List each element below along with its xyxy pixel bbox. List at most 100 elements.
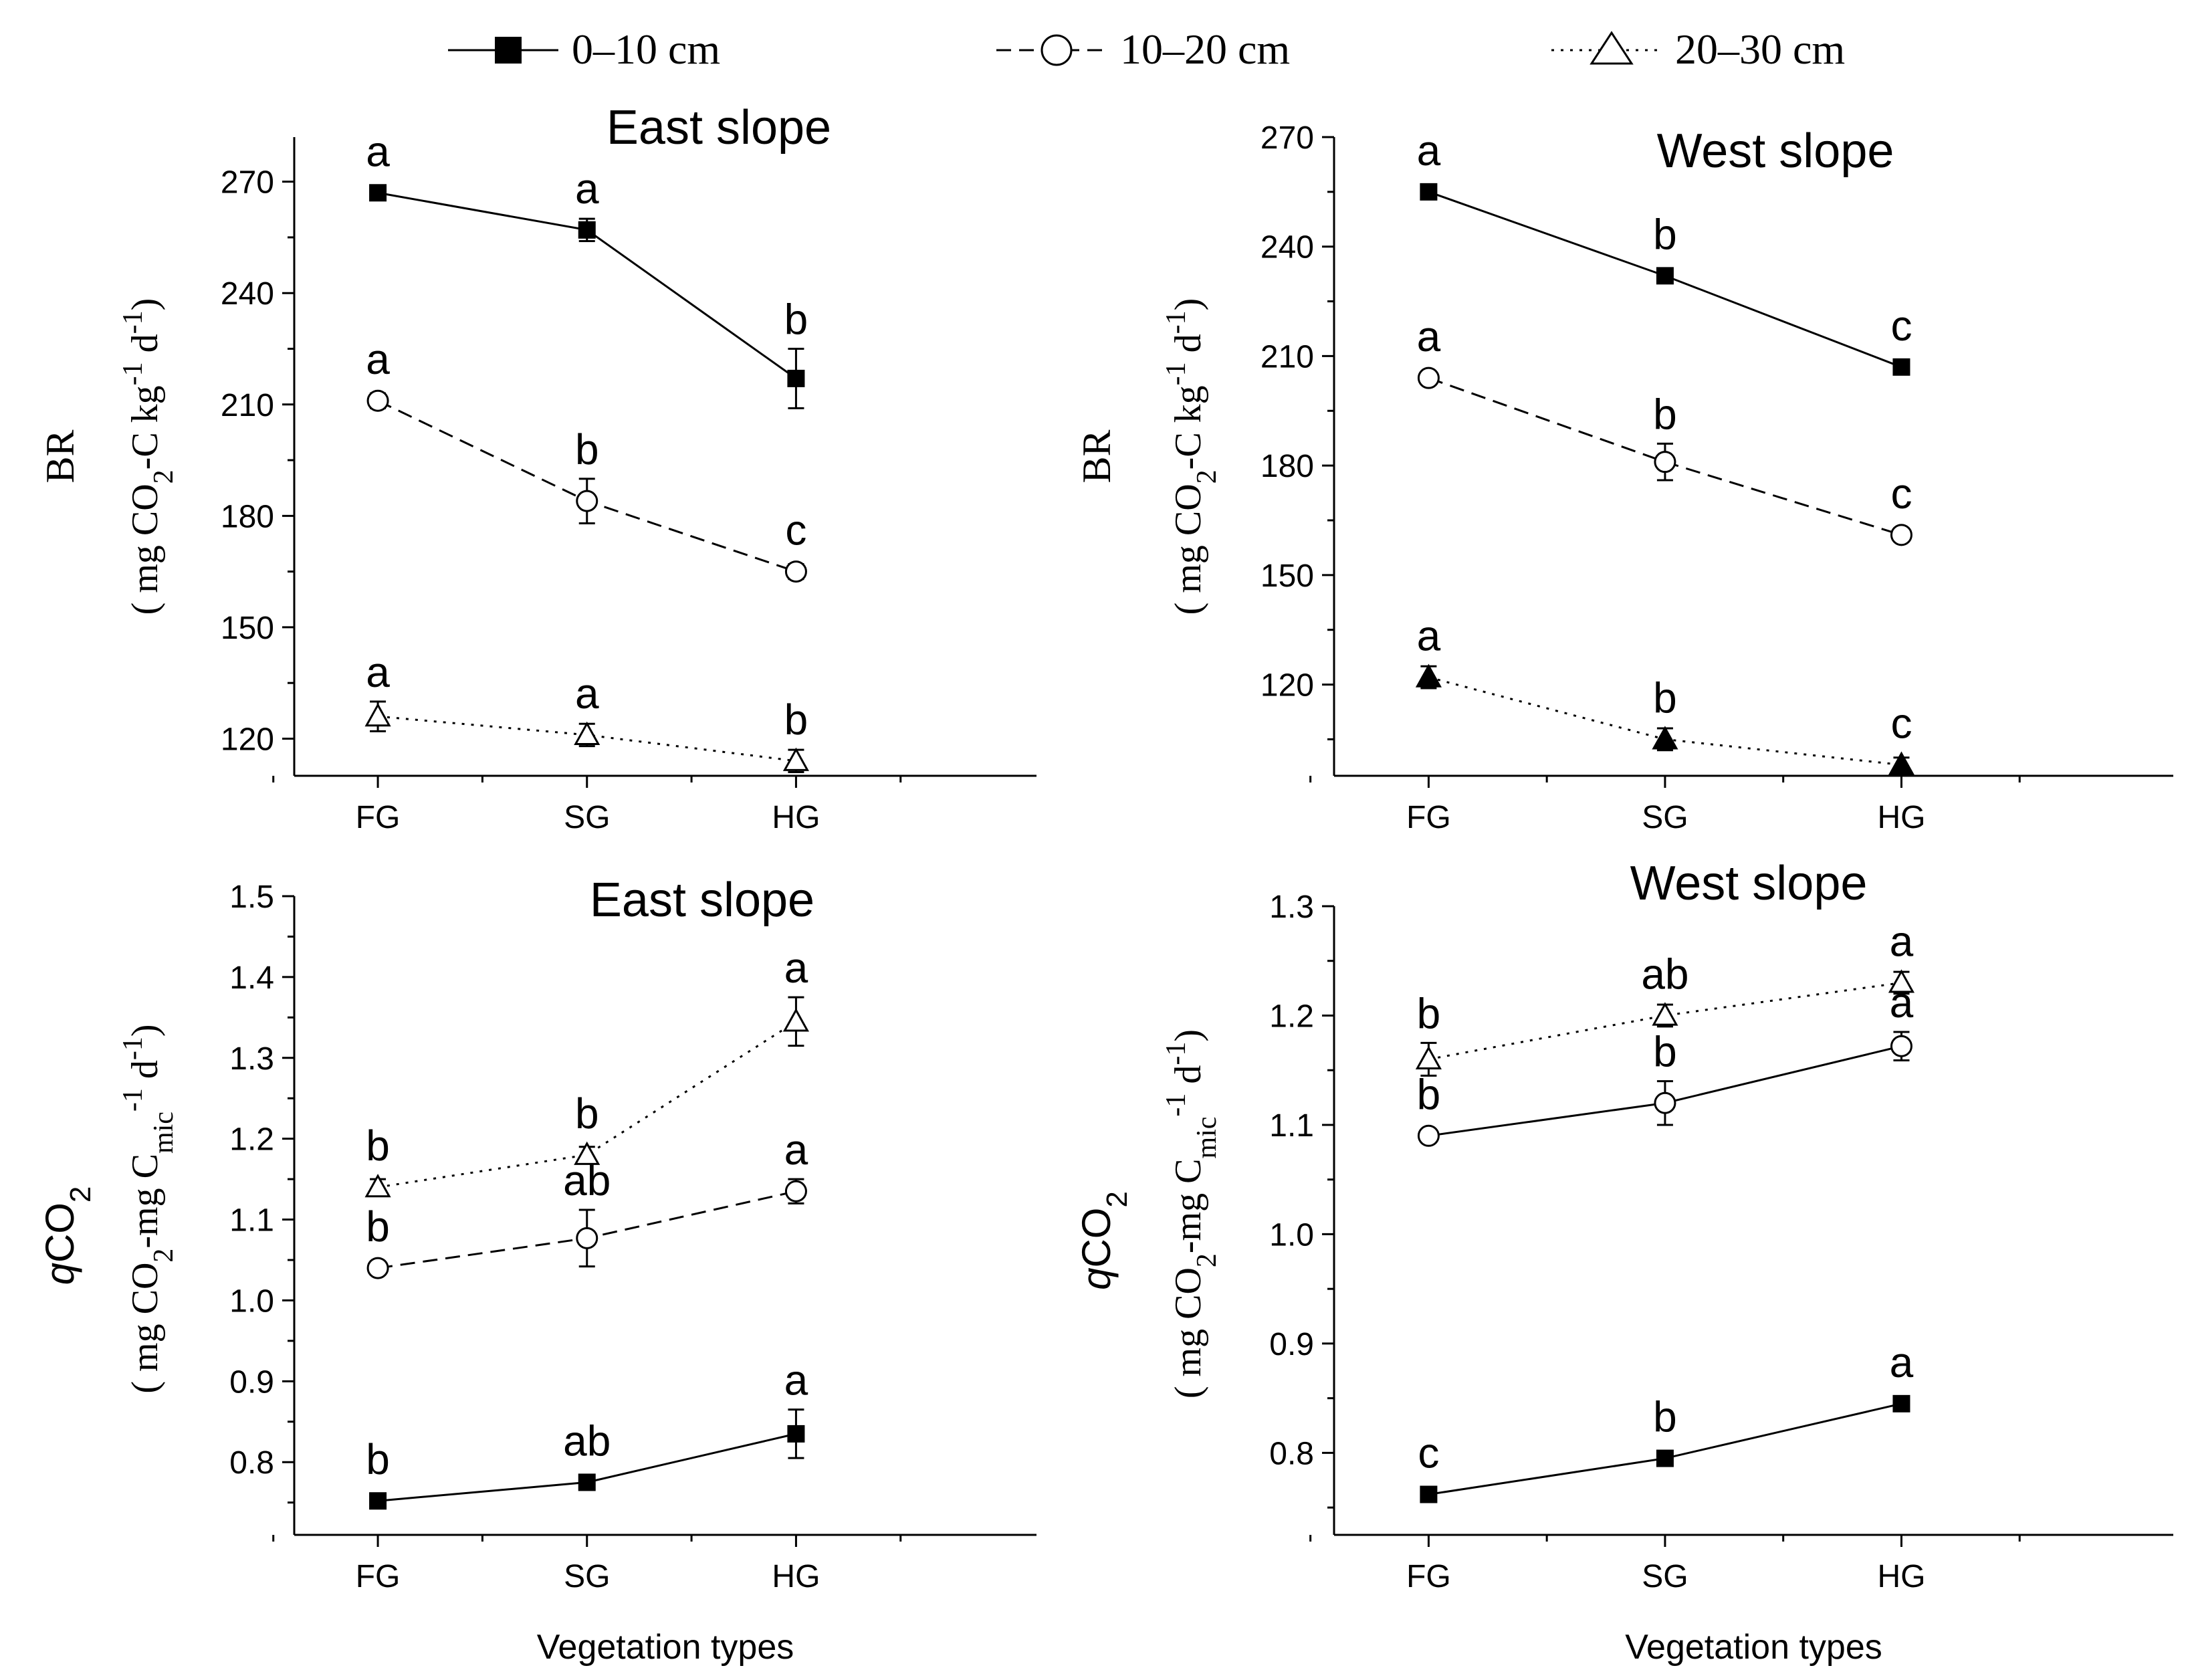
series-10–20 cm: b ab a [366,1126,808,1279]
significance-letter: b [366,1122,390,1170]
series-10–20 cm: a b c [1417,312,1912,546]
y-axis-unit-part: ( mg CO [124,1263,166,1394]
y-axis-unit-part: ) [124,1024,166,1037]
data-point [1652,726,1678,750]
y-axis-unit-part: -C kg [124,385,166,469]
data-point [1420,183,1438,201]
y-axis-unit-part: ) [124,298,166,311]
y-tick-label: 210 [221,388,274,423]
significance-letter: c [785,506,806,554]
significance-letter: a [1890,1338,1914,1386]
y-tick-label: 1.3 [1269,889,1314,925]
y-tick-label: 180 [221,499,274,534]
significance-letter: a [1890,978,1914,1027]
significance-letter: b [1653,673,1677,722]
series-20–30 cm: a b c [1415,612,1914,775]
y-tick-label: 240 [1261,230,1314,266]
data-point [366,1257,389,1279]
y-axis-unit-part: -1 [118,1037,148,1060]
significance-letter: c [1418,1429,1439,1477]
y-axis-unit-part: -C kg [1168,385,1209,469]
y-axis-unit-part: -1 [1161,1093,1192,1117]
legend-marker [495,37,522,64]
data-point [1656,1449,1674,1467]
y-tick-label: 1.1 [229,1203,274,1239]
data-point [1892,1394,1910,1412]
y-tick-label: 240 [221,276,274,312]
y-tick-label: 1.3 [229,1041,274,1077]
legend-label: 10–20 cm [1120,25,1290,73]
y-axis-unit-part: ) [1168,298,1209,311]
data-point [574,721,600,746]
y-axis-unit-part: 2 [148,1249,179,1263]
data-point [1888,751,1914,775]
chart-panels: 120 150 180 210 240 270 FG SG HG East slope BR ( mg… [37,101,2173,1667]
y-axis-unit-label: ( mg CO2-C kg-1 d-1) [1161,298,1222,615]
y-tick-label: 1.2 [1269,999,1314,1034]
data-point [364,703,391,727]
data-point [576,490,598,512]
y-axis-label: BR [1075,429,1119,483]
chart-title: East slope [607,101,831,154]
data-point [1890,1035,1912,1057]
significance-letter: b [366,1202,390,1251]
y-axis-unit-part: -1 [1161,362,1192,385]
y-tick-label: 150 [221,611,274,646]
significance-letter: b [575,1089,599,1138]
y-tick-label: 1.2 [229,1122,274,1158]
significance-letter: a [366,648,390,696]
y-tick-label: 120 [1261,668,1314,704]
series-20–30 cm: b b a [364,944,809,1198]
significance-letter: b [1417,989,1441,1037]
y-axis-label: qCO2 [37,1186,97,1285]
y-tick-label: 0.9 [1269,1327,1314,1362]
y-axis-label: qCO2 [1074,1191,1133,1290]
significance-letter: b [1653,210,1677,258]
x-tick-label: HG [1877,800,1925,835]
x-tick-label: HG [772,800,820,835]
y-axis-unit-label: ( mg CO2-mg Cmic-1 d-1) [1161,1029,1222,1398]
chart-title: West slope [1630,857,1868,910]
significance-letter: b [1417,1070,1441,1118]
x-tick-label: SG [564,1559,610,1594]
series-20–30 cm: baba [1415,917,1914,1077]
chart-qco2-east: 0.8 0.9 1.0 1.1 1.2 1.3 1.4 1.5 FG SG HG East slope… [37,873,1036,1667]
data-point [1417,1124,1440,1147]
significance-letter: a [1417,612,1441,660]
significance-letter: a [1890,917,1914,965]
significance-letter: b [1653,1393,1677,1441]
significance-letter: b [1653,1028,1677,1076]
data-point [784,560,807,583]
significance-letter: a [1417,126,1441,175]
data-point [787,369,805,387]
chart-br-west: 120 150 180 210 240 270 FG SG HG West slope BR ( mg… [1075,120,2173,835]
y-axis-unit-part: d [124,334,166,362]
significance-letter: a [575,669,599,718]
y-tick-label: 0.9 [229,1364,274,1400]
x-axis-label: Vegetation types [537,1628,794,1667]
legend-item: 20–30 cm [1551,25,1845,73]
significance-letter: b [784,696,808,744]
y-tick-label: 150 [1261,558,1314,594]
data-point [578,221,596,239]
data-point [782,747,809,771]
significance-letter: b [784,295,808,343]
y-tick-label: 1.0 [229,1283,274,1319]
legend-marker [1590,31,1634,65]
x-tick-label: FG [356,1559,401,1594]
y-axis-unit-part: mic [148,1112,179,1154]
y-axis-unit-part: -1 [118,362,148,385]
y-tick-label: 1.4 [229,960,274,996]
y-tick-label: 120 [221,722,274,757]
significance-letter: ab [1641,950,1688,998]
y-tick-label: 1.1 [1269,1108,1314,1144]
y-axis-unit-part: 2 [148,469,179,484]
y-tick-label: 0.8 [1269,1436,1314,1471]
y-tick-label: 0.8 [229,1445,274,1481]
x-tick-label: HG [772,1559,820,1594]
significance-letter: ab [563,1156,611,1204]
significance-letter: b [1653,390,1677,438]
data-point [1888,969,1914,993]
y-tick-label: 270 [1261,120,1314,156]
significance-letter: c [1890,302,1912,350]
